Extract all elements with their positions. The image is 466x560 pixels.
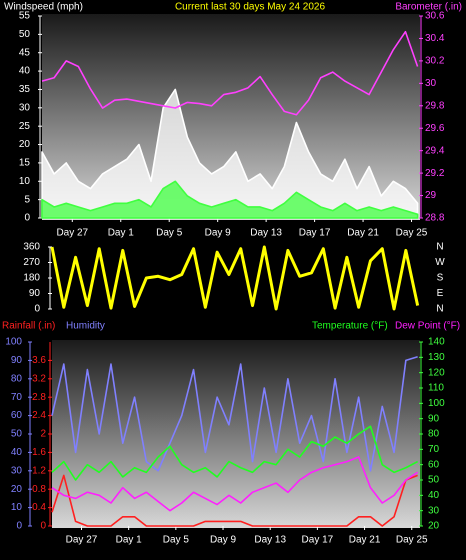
series-line <box>51 355 418 472</box>
y2-tick-label: 70 <box>428 444 440 455</box>
x-tick-label: Day 5 <box>156 228 183 239</box>
y3-tick-label: 0 <box>40 521 46 532</box>
y-tick-label: 55 <box>19 11 31 22</box>
y3-tick-label: 0.4 <box>32 502 46 513</box>
y3-tick-label: 3.2 <box>32 373 46 384</box>
y-tick-label: 0 <box>24 213 30 224</box>
y2-tick-label: 30.4 <box>425 33 445 44</box>
barometer-axis-title: Barometer (.in) <box>395 2 462 13</box>
y-tick-label: 100 <box>5 337 22 348</box>
y-tick-label: 10 <box>19 176 31 187</box>
y2-tick-label: W <box>435 257 445 268</box>
y-tick-label: 60 <box>11 410 23 421</box>
x-tick-label: Day 9 <box>205 228 232 239</box>
y-tick-label: 180 <box>23 273 40 284</box>
legend-dew-point: Dew Point (°F) <box>395 321 460 332</box>
x-tick-label: Day 1 <box>108 228 135 239</box>
y3-tick-label: 3.6 <box>32 355 46 366</box>
y2-tick-label: 80 <box>428 429 440 440</box>
series-line <box>51 474 418 527</box>
y2-tick-label: 60 <box>428 459 440 470</box>
legend-humidity: Humidity <box>66 321 105 332</box>
x-tick-label: Day 27 <box>56 228 88 239</box>
y-tick-label: 0 <box>16 521 22 532</box>
x-tick-label: Day 13 <box>250 228 282 239</box>
y2-tick-label: 110 <box>428 383 444 394</box>
y2-tick-label: 28.8 <box>425 213 445 224</box>
y2-tick-label: 40 <box>428 490 440 501</box>
y-tick-label: 50 <box>11 429 23 440</box>
y-tick-label: 0 <box>34 304 40 315</box>
y-tick-label: 40 <box>11 447 23 458</box>
y2-tick-label: 29.4 <box>425 145 445 156</box>
chart-title: Current last 30 days May 24 2026 <box>175 2 326 13</box>
x-tick-label: Day 21 <box>347 228 379 239</box>
x-tick-label: Day 13 <box>254 535 286 546</box>
y2-tick-label: 120 <box>428 367 445 378</box>
y2-tick-label: 29.8 <box>425 100 445 111</box>
y-tick-label: 90 <box>11 355 23 366</box>
y3-tick-label: 1.2 <box>32 465 46 476</box>
x-tick-label: Day 25 <box>396 535 428 546</box>
y2-tick-label: 29 <box>425 190 437 201</box>
y2-tick-label: N <box>436 242 443 253</box>
y-tick-label: 70 <box>11 392 23 403</box>
y3-tick-label: 1.6 <box>32 447 46 458</box>
x-tick-label: Day 1 <box>116 535 143 546</box>
series-area <box>41 180 419 219</box>
y2-tick-label: 20 <box>428 521 440 532</box>
y-tick-label: 80 <box>11 373 23 384</box>
series-line <box>51 425 419 481</box>
y2-tick-label: 30 <box>428 505 440 516</box>
y2-tick-label: E <box>437 288 444 299</box>
y3-tick-label: 0.8 <box>32 484 46 495</box>
y-tick-label: 360 <box>23 242 40 253</box>
y-tick-label: 20 <box>19 139 31 150</box>
x-tick-label: Day 17 <box>299 228 331 239</box>
legend-temperature: Temperature (°F) <box>312 321 388 332</box>
y2-tick-label: 30.2 <box>425 56 445 67</box>
y-tick-label: 10 <box>11 502 23 513</box>
y-tick-label: 270 <box>23 257 40 268</box>
y2-tick-label: N <box>436 304 443 315</box>
y-tick-label: 40 <box>19 66 31 77</box>
legend-rainfall: Rainfall (.in) <box>2 321 55 332</box>
y3-tick-label: 2.8 <box>32 392 46 403</box>
x-tick-label: Day 25 <box>396 228 428 239</box>
y2-tick-label: 29.2 <box>425 168 445 179</box>
y-tick-label: 5 <box>24 194 30 205</box>
y-tick-label: 15 <box>19 158 31 169</box>
y2-tick-label: 30 <box>425 78 437 89</box>
y-tick-label: 20 <box>11 484 23 495</box>
series-line <box>51 456 419 512</box>
y-tick-label: 35 <box>19 84 31 95</box>
series-line <box>50 245 420 311</box>
y2-tick-label: 30.6 <box>425 11 445 22</box>
y2-tick-label: 29.6 <box>425 123 445 134</box>
y-tick-label: 25 <box>19 121 31 132</box>
wind-axis-title: Windspeed (mph) <box>4 2 83 13</box>
y2-tick-label: 90 <box>428 413 440 424</box>
series-area <box>41 88 419 219</box>
x-tick-label: Day 9 <box>210 535 237 546</box>
y-tick-label: 30 <box>11 465 23 476</box>
y2-tick-label: 140 <box>428 337 445 348</box>
y-tick-label: 45 <box>19 47 31 58</box>
x-tick-label: Day 17 <box>302 535 334 546</box>
y-tick-label: 50 <box>19 29 31 40</box>
x-tick-label: Day 21 <box>349 535 381 546</box>
y-tick-label: 90 <box>29 288 41 299</box>
y2-tick-label: 130 <box>428 352 445 363</box>
y2-tick-label: 100 <box>428 398 445 409</box>
x-tick-label: Day 27 <box>66 535 98 546</box>
y-tick-label: 30 <box>19 102 31 113</box>
y2-tick-label: 50 <box>428 475 440 486</box>
x-tick-label: Day 5 <box>163 535 190 546</box>
series-line <box>41 30 419 116</box>
y3-tick-label: 2 <box>40 429 46 440</box>
y2-tick-label: S <box>437 273 444 284</box>
y3-tick-label: 2.4 <box>32 410 46 421</box>
